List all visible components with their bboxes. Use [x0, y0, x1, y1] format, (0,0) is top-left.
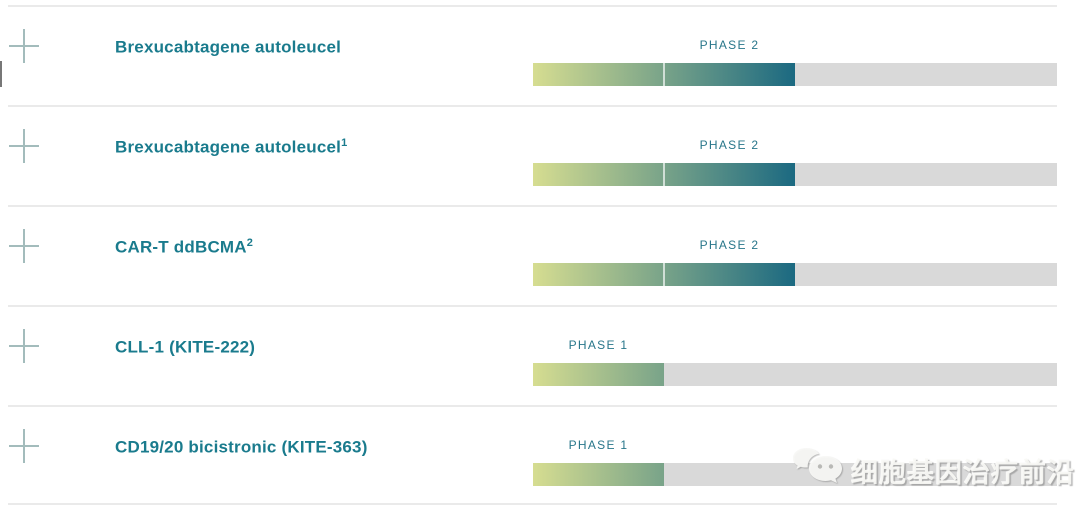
plus-icon-vertical-stroke — [23, 429, 25, 463]
phase-bar-area: PHASE 1 — [533, 307, 1057, 405]
pipeline-row[interactable]: Brexucabtagene autoleucel PHASE 2 — [8, 5, 1057, 105]
plus-icon[interactable] — [9, 129, 39, 163]
plus-icon[interactable] — [9, 229, 39, 263]
phase-track — [533, 163, 1057, 186]
drug-name-superscript: 1 — [341, 137, 348, 149]
phase-bar-area: PHASE 2 — [533, 7, 1057, 105]
drug-name: CAR-T ddBCMA2 — [115, 237, 253, 258]
pipeline-row[interactable]: CLL-1 (KITE-222) PHASE 1 — [8, 305, 1057, 405]
segment-divider — [663, 63, 665, 86]
phase-track — [533, 463, 1057, 486]
phase-label: PHASE 2 — [699, 138, 760, 152]
segment-divider — [663, 263, 665, 286]
phase-fill — [533, 463, 664, 486]
drug-name-text: Brexucabtagene autoleucel — [115, 137, 342, 157]
phase-fill — [533, 263, 795, 286]
phase-fill — [533, 63, 795, 86]
watermark-label: 细胞基因治疗前沿 — [851, 457, 1075, 488]
phase-label: PHASE 1 — [568, 438, 629, 452]
phase-track — [533, 63, 1057, 86]
phase-fill — [533, 363, 664, 386]
plus-icon[interactable] — [9, 329, 39, 363]
plus-icon-vertical-stroke — [23, 129, 25, 163]
pipeline-row[interactable]: Brexucabtagene autoleucel1 PHASE 2 — [8, 105, 1057, 205]
phase-label: PHASE 2 — [699, 38, 760, 52]
plus-icon[interactable] — [9, 29, 39, 63]
drug-name: Brexucabtagene autoleucel1 — [115, 137, 347, 158]
drug-name-superscript: 2 — [246, 237, 254, 249]
phase-bar-area: PHASE 2 — [533, 207, 1057, 305]
phase-track — [533, 263, 1057, 286]
plus-icon-vertical-stroke — [23, 229, 25, 263]
phase-bar-area: PHASE 1 — [533, 407, 1057, 503]
left-edge-artifact — [0, 61, 2, 87]
pipeline-row[interactable]: CD19/20 bicistronic (KITE-363) PHASE 1 — [8, 405, 1057, 505]
phase-bar-area: PHASE 2 — [533, 107, 1057, 205]
drug-name-text: CD19/20 bicistronic (KITE-363) — [115, 437, 368, 457]
drug-name-text: CLL-1 (KITE-222) — [115, 337, 256, 357]
phase-label: PHASE 1 — [568, 338, 629, 352]
pipeline-rows: Brexucabtagene autoleucel PHASE 2 Brexuc… — [8, 5, 1057, 505]
pipeline-row[interactable]: CAR-T ddBCMA2 PHASE 2 — [8, 205, 1057, 305]
plus-icon-vertical-stroke — [23, 29, 25, 63]
drug-name: CLL-1 (KITE-222) — [115, 337, 255, 358]
drug-name-text: CAR-T ddBCMA — [115, 237, 247, 257]
drug-name: CD19/20 bicistronic (KITE-363) — [115, 437, 368, 458]
watermark: 细胞基因治疗前沿 — [792, 447, 1075, 493]
plus-icon[interactable] — [9, 429, 39, 463]
wechat-logo-icon — [792, 446, 844, 495]
drug-name-text: Brexucabtagene autoleucel — [115, 37, 342, 57]
drug-name: Brexucabtagene autoleucel — [115, 37, 341, 58]
phase-label: PHASE 2 — [699, 238, 760, 252]
plus-icon-vertical-stroke — [23, 329, 25, 363]
phase-track — [533, 363, 1057, 386]
segment-divider — [663, 163, 665, 186]
phase-fill — [533, 163, 795, 186]
